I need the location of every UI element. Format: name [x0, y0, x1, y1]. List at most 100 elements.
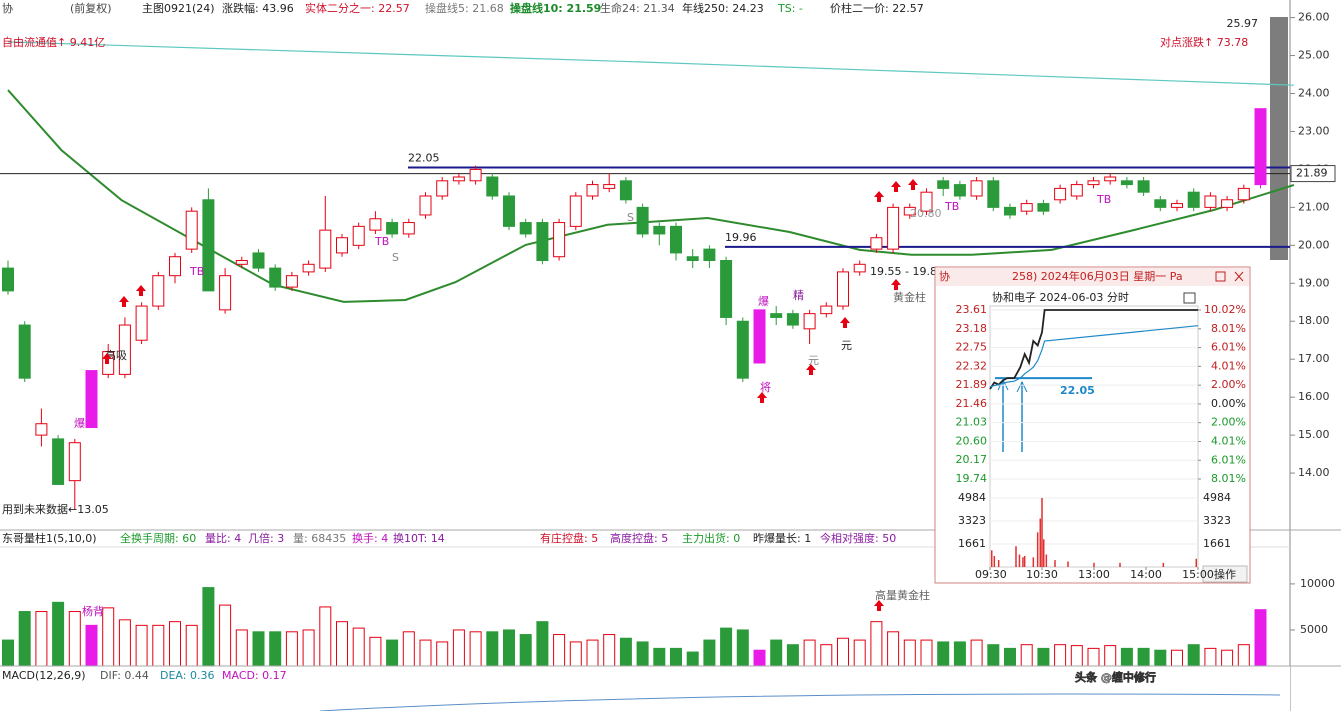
- toolbar-item: TS: -: [777, 2, 803, 15]
- range-bar: [1270, 17, 1288, 260]
- toggle-button[interactable]: [1183, 292, 1196, 304]
- candle-body: [202, 199, 215, 292]
- y-tick-label: 23.00: [1298, 124, 1330, 137]
- candle-body: [1054, 187, 1067, 201]
- note: 对点涨跌↑ 73.78: [1160, 35, 1248, 49]
- candle-body: [970, 180, 983, 197]
- candle-body: [887, 206, 900, 250]
- candle-body: [903, 206, 916, 216]
- candle-body: [653, 225, 666, 235]
- signal-arrow: [136, 285, 146, 296]
- signal-label: 爆: [758, 294, 769, 308]
- note: 25.97: [1227, 17, 1259, 30]
- candle-body: [285, 275, 298, 288]
- candle-body: [619, 180, 632, 201]
- indicator-item: 今相对强度: 50: [820, 531, 896, 545]
- candle-body: [770, 313, 783, 318]
- candle-body: [452, 176, 465, 182]
- candle-body: [35, 423, 48, 436]
- toolbar-item: 操盘线5: 21.68: [425, 1, 504, 15]
- candle-body: [1154, 199, 1167, 208]
- candle-body: [185, 210, 198, 250]
- signal-label: 19.55 - 19.8: [870, 265, 937, 278]
- y2-tick-label: 10.02%: [1204, 303, 1246, 316]
- y2-tick-label: 6.01%: [1211, 453, 1246, 466]
- volume-bar: [202, 587, 215, 677]
- candle-body: [1187, 191, 1200, 208]
- candle-body: [1120, 180, 1133, 186]
- candle-body: [52, 438, 65, 485]
- candle-body: [85, 370, 98, 429]
- candle-body: [803, 313, 816, 330]
- indicator-item: 量: 68435: [293, 532, 346, 545]
- candle-body: [386, 222, 399, 235]
- toolbar-item: 价柱二一价: 22.57: [830, 1, 924, 15]
- volume-bar: [52, 601, 65, 677]
- y-tick-label: 3323: [958, 514, 986, 527]
- signal-label: TB: [374, 235, 389, 248]
- candle-body: [519, 222, 532, 235]
- candle-body: [820, 305, 833, 315]
- signal-label: S: [392, 251, 399, 264]
- candle-body: [953, 184, 966, 197]
- signal-arrow: [908, 179, 918, 190]
- y-tick-label: 22.32: [956, 359, 988, 372]
- signal-arrow: [874, 600, 884, 611]
- signal-label: 元: [841, 339, 852, 352]
- main-panel: 14.00 15.00 16.00 17.00 18.00 19.00 20.00 21.00…: [0, 11, 1336, 510]
- candle-body: [219, 275, 232, 311]
- signal-arrow: [891, 181, 901, 192]
- y-tick-label: 20.17: [956, 453, 988, 466]
- y2-tick-label: 4.01%: [1211, 435, 1246, 448]
- candle-body: [369, 218, 382, 231]
- signal-label: 爆: [74, 416, 85, 430]
- candle-body: [235, 260, 248, 265]
- signal-arrow: [119, 296, 129, 307]
- signal-arrow: [757, 392, 767, 403]
- close-button[interactable]: [1234, 271, 1244, 282]
- candle-body: [853, 263, 866, 273]
- candle-body: [269, 267, 282, 288]
- action-button-label[interactable]: 操作: [1214, 567, 1236, 581]
- indicator-row: 东哥量柱1(5,10,0) 全换手周期: 60 量比: 4 几倍: 3 量: 6…: [2, 531, 896, 545]
- candle-body: [302, 263, 315, 273]
- signal-label: TB: [1096, 193, 1111, 206]
- price-tag: [1290, 165, 1336, 183]
- toolbar: 协 (前复权) 主图0921(24) 涨跌幅: 43.96 实体二分之一: 22…: [2, 1, 924, 15]
- candle-body: [870, 237, 883, 250]
- candle-body: [720, 260, 733, 318]
- indicator-item: 主力出货: 0: [682, 531, 740, 545]
- candle-body: [670, 225, 682, 254]
- y-tick-label: 23.18: [956, 322, 988, 335]
- signal-label: 黄金柱: [893, 290, 926, 304]
- candle-body: [1254, 108, 1267, 186]
- action-button[interactable]: [1202, 565, 1248, 583]
- signal-label: TB: [944, 200, 959, 213]
- candle-body: [753, 309, 766, 364]
- watermark: 头条 @缠中修行: [1075, 670, 1156, 684]
- macd-item: MACD(12,26,9): [2, 669, 86, 682]
- toolbar-item: 主图0921(24): [142, 2, 215, 15]
- toolbar-item: 协: [2, 1, 13, 15]
- candle-body: [18, 324, 31, 379]
- candle-body: [169, 256, 181, 277]
- maximize-button[interactable]: [1215, 271, 1226, 282]
- candle-body: [1221, 199, 1234, 208]
- signal-labels: 高吸 爆 爆 TB TB S S 精 元 元 将 黄金柱 19.55 - 19.…: [74, 193, 1111, 618]
- candle-body: [987, 180, 1000, 208]
- y-tick-label: 21.46: [956, 397, 988, 410]
- signal-label: 元: [808, 354, 819, 367]
- signal-arrow: [806, 364, 816, 375]
- toolbar-item: 生命24: 21.34: [600, 1, 675, 15]
- y-tick-label: 3323: [1203, 514, 1231, 527]
- y-tick-label: 20.00: [1298, 238, 1330, 251]
- y-tick-label: 4984: [1203, 491, 1231, 504]
- intraday-line: [989, 325, 1199, 388]
- toolbar-item: 年线250: 24.23: [682, 1, 764, 15]
- price-tag-label: 21.89: [1296, 167, 1328, 180]
- candle-body: [1104, 176, 1117, 182]
- indicator-item: 全换手周期: 60: [120, 531, 196, 545]
- macd-panel: [0, 666, 1290, 711]
- y-tick-label: 4984: [958, 491, 986, 504]
